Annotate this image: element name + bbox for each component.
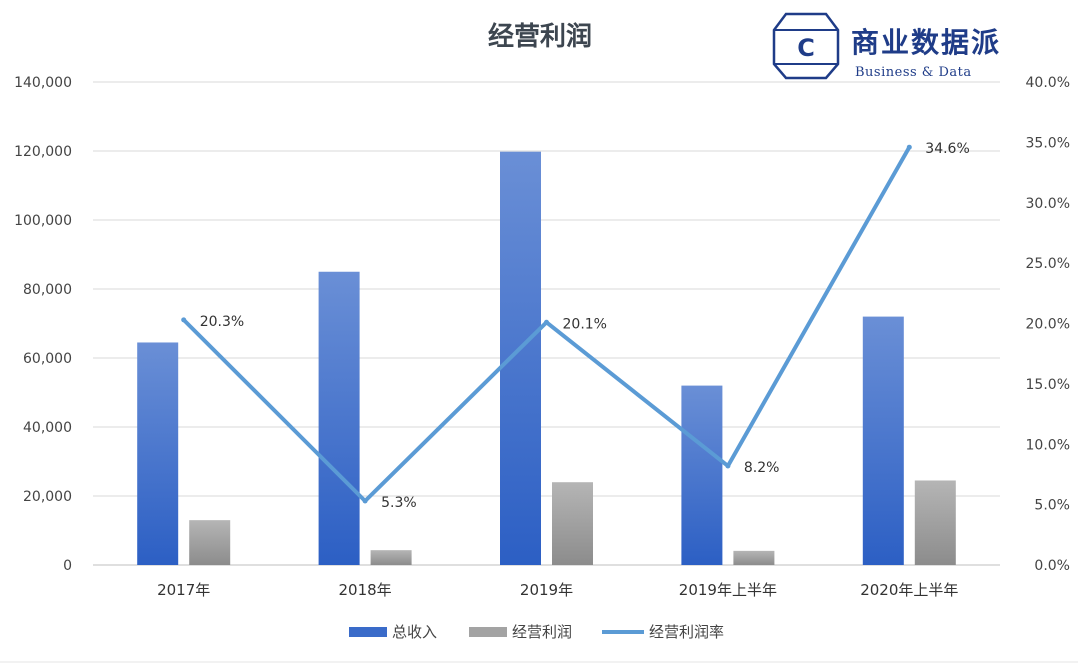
left-tick-label: 140,000 bbox=[14, 75, 72, 91]
category-label: 2017年 bbox=[157, 581, 210, 599]
right-tick-label: 10.0% bbox=[1026, 437, 1070, 453]
revenue-bar bbox=[862, 316, 904, 565]
profit-bar bbox=[552, 482, 593, 565]
revenue-bar bbox=[318, 271, 360, 565]
right-tick-label: 0.0% bbox=[1034, 558, 1070, 574]
margin-data-label: 8.2% bbox=[744, 460, 780, 476]
legend: 总收入 经营利润 经营利润率 bbox=[349, 623, 724, 641]
left-axis: 0 20,000 40,000 60,000 80,000 100,000 120,000 1… bbox=[14, 75, 72, 574]
category-label: 2019年 bbox=[520, 581, 573, 599]
revenue-bar bbox=[137, 342, 179, 565]
margin-point bbox=[181, 317, 187, 323]
left-tick-label: 80,000 bbox=[23, 282, 72, 298]
bars bbox=[137, 151, 956, 565]
right-tick-label: 25.0% bbox=[1026, 256, 1070, 272]
category-label: 2019年上半年 bbox=[679, 581, 777, 599]
right-tick-label: 5.0% bbox=[1034, 498, 1070, 514]
right-tick-label: 15.0% bbox=[1026, 377, 1070, 393]
logo-hexagon-icon bbox=[772, 12, 840, 80]
logo-name-en: Business & Data bbox=[855, 65, 972, 80]
revenue-bar bbox=[500, 151, 541, 565]
profit-bar bbox=[189, 520, 231, 565]
left-tick-label: 20,000 bbox=[23, 489, 72, 505]
profit-bar bbox=[914, 480, 956, 565]
logo: C 商业数据派 Business & Data bbox=[772, 12, 1001, 80]
margin-point bbox=[362, 498, 368, 504]
left-tick-label: 60,000 bbox=[23, 351, 72, 367]
logo-letter: C bbox=[797, 34, 815, 62]
legend-label: 经营利润 bbox=[512, 623, 572, 641]
right-tick-label: 20.0% bbox=[1026, 317, 1070, 333]
category-label: 2020年上半年 bbox=[860, 581, 958, 599]
revenue-bar bbox=[681, 385, 723, 565]
legend-label: 经营利润率 bbox=[649, 623, 724, 641]
category-axis: 2017年 2018年 2019年 2019年上半年 2020年上半年 bbox=[157, 581, 958, 599]
right-tick-label: 40.0% bbox=[1026, 75, 1070, 91]
margin-data-label: 5.3% bbox=[381, 495, 417, 511]
right-axis: 0.0% 5.0% 10.0% 15.0% 20.0% 25.0% 30.0% 35.0% 40… bbox=[1026, 75, 1070, 574]
logo-name-cn: 商业数据派 bbox=[851, 26, 1001, 59]
margin-point bbox=[544, 319, 549, 325]
left-tick-label: 0 bbox=[63, 558, 72, 574]
legend-label: 总收入 bbox=[392, 623, 437, 641]
right-tick-label: 30.0% bbox=[1026, 196, 1070, 212]
category-label: 2018年 bbox=[339, 581, 392, 599]
legend-swatch-revenue bbox=[349, 627, 387, 637]
left-tick-label: 120,000 bbox=[14, 144, 72, 160]
margin-point bbox=[906, 144, 912, 150]
gridlines bbox=[93, 81, 1000, 566]
chart-title: 经营利润 bbox=[488, 21, 592, 52]
profit-bar bbox=[733, 550, 775, 565]
profit-bar bbox=[370, 550, 412, 565]
margin-data-label: 20.1% bbox=[563, 316, 607, 332]
margin-line: 20.3% 5.3% 20.1% 8.2% 34.6% bbox=[181, 141, 970, 511]
margin-data-label: 20.3% bbox=[200, 314, 244, 330]
left-tick-label: 100,000 bbox=[14, 213, 72, 229]
left-tick-label: 40,000 bbox=[23, 420, 72, 436]
margin-data-label: 34.6% bbox=[925, 141, 969, 157]
legend-swatch-profit bbox=[469, 627, 507, 637]
right-tick-label: 35.0% bbox=[1026, 135, 1070, 151]
margin-point bbox=[725, 463, 731, 469]
